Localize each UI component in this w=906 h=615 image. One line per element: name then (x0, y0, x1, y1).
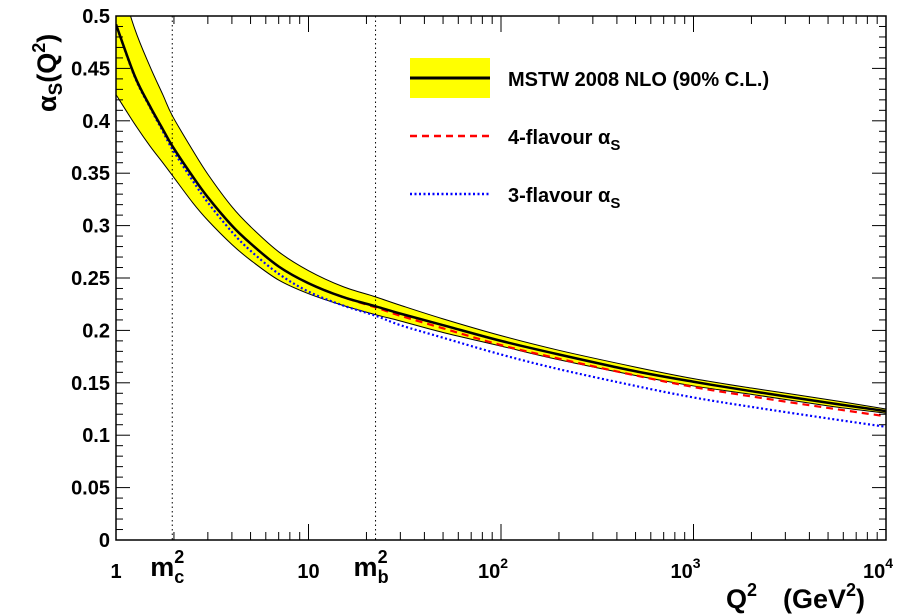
y-tick-label-10: 0.5 (82, 6, 110, 28)
y-tick-label-9: 0.45 (71, 58, 110, 80)
y-axis-title-sup: 2 (29, 43, 49, 53)
series-line-0 (116, 23, 886, 413)
x-tick-label-3: 103 (670, 555, 700, 583)
legend-label-3flavour-main: 3-flavour α (508, 185, 611, 207)
legend-label-4flavour-sub: S (610, 137, 620, 154)
x-tick-label-1: 10 (297, 561, 319, 583)
y-axis-title-pre: (Q (32, 53, 62, 83)
series-line-2 (116, 24, 886, 428)
legend: MSTW 2008 NLO (90% C.L.) 4-flavour αS 3-… (410, 58, 769, 212)
x-tick-label-base-2: 10 (478, 561, 500, 583)
x-tick-label-0: 1 (110, 561, 121, 583)
uncertainty-band-layer (116, 16, 886, 414)
vertical-marker-layer (171, 16, 377, 540)
x-tick-label-sup-2: 2 (500, 555, 508, 571)
x-axis-title-unit-post: ) (856, 584, 865, 614)
x-axis-title-sup: 2 (747, 580, 757, 600)
y-axis-title-sub: S (46, 83, 67, 96)
y-tick-label-4: 0.2 (82, 320, 110, 342)
x-tick-label-base-1: 10 (297, 561, 319, 583)
x-tick-label-base-0: 1 (110, 561, 121, 583)
x-axis-title-main: Q (726, 584, 747, 614)
vertical-marker-label-0: m2 c (150, 547, 184, 587)
y-tick-label-0: 0 (99, 530, 110, 552)
x-tick-label-base-4: 10 (863, 561, 885, 583)
legend-label-4flavour-main: 4-flavour α (508, 127, 611, 149)
plot-frame (115, 15, 887, 541)
y-tick-label-8: 0.4 (82, 111, 111, 133)
legend-label-3flavour: 3-flavour αS (508, 185, 620, 212)
x-axis-title: Q2 (GeV2) (726, 580, 865, 614)
y-tick-label-2: 0.1 (82, 425, 110, 447)
legend-label-3flavour-sub: S (610, 195, 620, 212)
x-axis-ticks (115, 16, 878, 540)
y-tick-label-6: 0.3 (82, 216, 110, 238)
vertical-marker-label-main-0: m (150, 552, 174, 582)
y-tick-label-1: 0.05 (71, 478, 110, 500)
vertical-marker-label-sup-0: 2 (174, 547, 184, 567)
y-axis-title-post: ) (32, 34, 62, 43)
y-tick-label-3: 0.15 (71, 373, 110, 395)
x-tick-label-4: 104 (863, 555, 893, 583)
uncertainty-band-lower-edge (116, 94, 886, 414)
marker-labels: m2 c m2 b (150, 547, 388, 587)
vertical-marker-label-sup-1: 2 (378, 547, 388, 567)
y-tick-label-5: 0.25 (71, 268, 110, 290)
y-axis-title: αS(Q2) (29, 34, 67, 112)
x-axis-title-unit-pre: (GeV (783, 584, 846, 614)
x-tick-label-2: 102 (478, 555, 508, 583)
y-axis-ticks (116, 15, 886, 541)
uncertainty-band-upper-edge (129, 16, 886, 410)
x-axis-title-unit-sup: 2 (846, 580, 856, 600)
x-axis-tick-labels: 1 10 102 103 104 (110, 555, 893, 583)
y-tick-label-7: 0.35 (71, 163, 110, 185)
series-layer (116, 23, 886, 428)
y-axis-title-greek: α (32, 95, 62, 112)
vertical-marker-label-sub-0: c (174, 567, 184, 587)
y-axis-tick-labels: 0 0.05 0.1 0.15 0.2 0.25 0.3 0.35 0.4 0.45 0.5 (71, 6, 111, 552)
x-tick-label-sup-4: 4 (885, 555, 893, 571)
legend-label-4flavour: 4-flavour αS (508, 127, 620, 154)
vertical-marker-label-1: m2 b (354, 547, 389, 587)
vertical-marker-label-main-1: m (354, 552, 378, 582)
x-tick-label-sup-3: 3 (693, 555, 701, 571)
vertical-marker-label-sub-1: b (378, 567, 389, 587)
x-tick-label-base-3: 10 (670, 561, 692, 583)
legend-label-mstw: MSTW 2008 NLO (90% C.L.) (508, 69, 769, 91)
